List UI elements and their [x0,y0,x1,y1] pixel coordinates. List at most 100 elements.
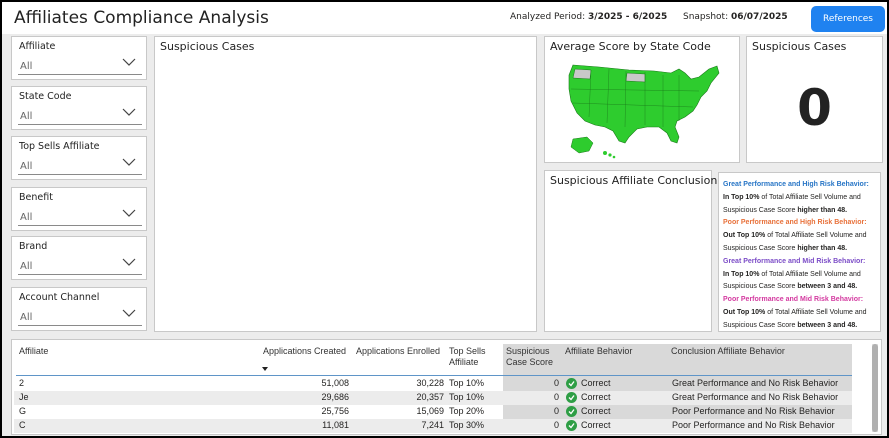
period-value: 3/2025 - 6/2025 [588,12,668,22]
slicer-brand[interactable]: Brand All [11,236,147,280]
slicer-underline [18,74,142,75]
cell-enrolled: 7,241 [421,420,444,430]
cell-score: 0 [553,406,559,416]
analyzed-period: Analyzed Period: 3/2025 - 6/2025 [510,12,667,22]
references-button[interactable]: References [811,6,885,32]
header-divider [16,375,852,376]
slicer-state-code[interactable]: State Code All [11,86,147,130]
panel-title: Suspicious Affiliate Conclusion [550,174,718,187]
cell-top: Top 30% [449,420,485,430]
slicer-account-channel[interactable]: Account Channel All [11,287,147,331]
suspicious-cases-chart[interactable]: Suspicious Cases [154,36,537,332]
chevron-down-icon[interactable] [122,208,136,218]
table-row[interactable]: Je 29,686 20,357 Top 10% 0 Correct Great… [14,391,852,405]
card-title: Suspicious Cases [752,40,847,53]
legend-line: Out Top 10% of Total Affiliate Sell Volu… [723,308,867,316]
legend-heading: Great Performance and Mid Risk Behavior: [723,257,866,265]
chevron-down-icon[interactable] [122,107,136,117]
cell-behavior: Correct [581,406,611,416]
cell-created: 11,081 [322,420,349,430]
col-top-sells-affiliate[interactable]: Top Sells Affiliate [449,346,486,368]
period-label: Analyzed Period: [510,12,586,22]
header-line: Case Score [506,357,554,367]
cell-behavior: Correct [581,378,611,388]
slicer-value: All [20,261,33,272]
snapshot-label: Snapshot: [683,12,729,22]
check-circle-icon [566,378,577,389]
highlight-columns [503,344,852,433]
slicer-benefit[interactable]: Benefit All [11,187,147,231]
us-map[interactable] [559,61,729,161]
panel-title: Suspicious Cases [160,40,255,53]
snapshot-value: 06/07/2025 [730,12,788,22]
legend-line: Suspicious Case Score between 3 and 48. [723,321,858,329]
legend-line: In Top 10% of Total Affiliate Sell Volum… [723,193,861,201]
cell-conclusion: Poor Performance and No Risk Behavior [672,420,835,430]
cell-created: 25,756 [321,406,349,416]
legend-heading: Great Performance and High Risk Behavior… [723,181,869,188]
cell-affiliate: G [19,406,27,416]
legend-heading: Poor Performance and High Risk Behavior: [723,219,867,227]
legend-line: Suspicious Case Score between 3 and 48. [723,283,858,291]
slicer-value: All [20,212,33,223]
suspicious-affiliate-conclusion[interactable]: Suspicious Affiliate Conclusion [544,170,717,332]
cell-enrolled: 20,357 [416,392,444,402]
col-affiliate-behavior[interactable]: Affiliate Behavior [565,346,633,356]
check-circle-icon [566,420,577,431]
cell-behavior: Correct [581,420,611,430]
col-applications-enrolled[interactable]: Applications Enrolled [356,346,441,356]
table-scrollbar[interactable] [872,344,878,432]
legend-line: Suspicious Case Score higher than 48. [723,244,848,252]
slicer-underline [18,174,142,175]
table-row[interactable]: G 25,756 15,069 Top 20% 0 Correct Poor P… [14,405,852,419]
header-line: Top Sells [449,346,486,356]
affiliates-table[interactable]: Affiliate Applications Created Applicati… [11,339,882,435]
cell-created: 51,008 [321,378,349,388]
legend-line: Suspicious Case Score higher than 48. [723,206,848,214]
check-circle-icon [566,392,577,403]
panel-title: Average Score by State Code [550,40,711,53]
cell-created: 29,686 [321,392,349,402]
slicer-affiliate[interactable]: Affiliate All [11,36,147,80]
header-line: Suspicious [506,346,550,356]
slicer-label: State Code [19,91,72,102]
cell-affiliate: Je [19,392,29,402]
scrollbar-thumb[interactable] [872,344,878,432]
col-affiliate[interactable]: Affiliate [19,346,49,356]
table-row[interactable]: 2 51,008 30,228 Top 10% 0 Correct Great … [14,377,852,391]
page-title: Affiliates Compliance Analysis [14,8,269,28]
cell-enrolled: 30,228 [416,378,444,388]
cell-behavior: Correct [581,392,611,402]
slicer-underline [18,274,142,275]
cell-conclusion: Poor Performance and No Risk Behavior [672,406,835,416]
slicer-underline [18,225,142,226]
cell-score: 0 [553,392,559,402]
cell-score: 0 [553,378,559,388]
cell-affiliate: C [19,420,26,430]
col-conclusion-affiliate-behavior[interactable]: Conclusion Affiliate Behavior [671,346,785,356]
card-value: 0 [797,79,832,137]
slicer-label: Account Channel [19,292,100,303]
slicer-underline [18,325,142,326]
sort-desc-icon[interactable] [262,367,268,371]
snapshot: Snapshot: 06/07/2025 [683,12,788,22]
cell-top: Top 10% [449,378,485,388]
average-score-map[interactable]: Average Score by State Code [544,36,740,163]
chevron-down-icon[interactable] [122,308,136,318]
legend-heading: Poor Performance and Mid Risk Behavior: [723,296,864,304]
cell-top: Top 10% [449,392,485,402]
slicer-label: Benefit [19,192,53,203]
chevron-down-icon[interactable] [122,57,136,67]
slicer-label: Brand [19,241,48,252]
check-circle-icon [566,406,577,417]
slicer-value: All [20,111,33,122]
table-row[interactable]: C 11,081 7,241 Top 30% 0 Correct Poor Pe… [14,419,852,433]
col-suspicious-case-score[interactable]: Suspicious Case Score [506,346,553,368]
suspicious-cases-card: Suspicious Cases 0 [746,36,883,163]
col-applications-created[interactable]: Applications Created [263,346,347,356]
slicer-top-sells-affiliate[interactable]: Top Sells Affiliate All [11,136,147,180]
chevron-down-icon[interactable] [122,257,136,267]
cell-affiliate: 2 [19,378,25,388]
cell-score: 0 [553,420,559,430]
chevron-down-icon[interactable] [122,157,136,167]
